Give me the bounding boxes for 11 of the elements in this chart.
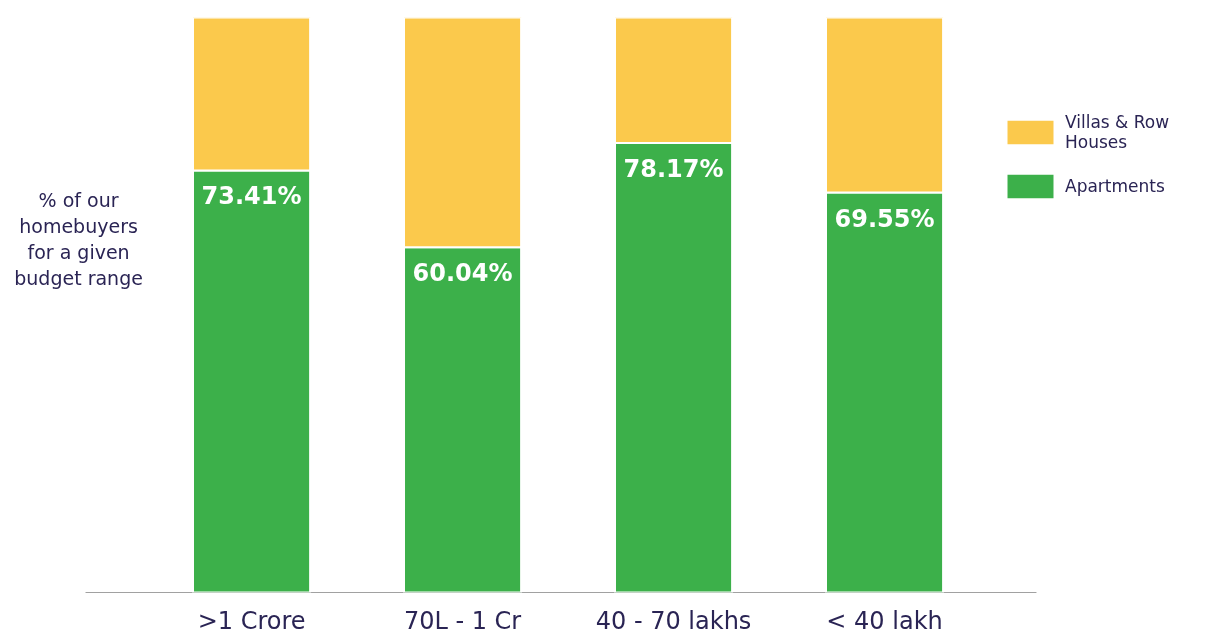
y-axis-title: % of our homebuyers for a given budget range [14, 188, 143, 289]
legend-label: Villas & Row Houses [1065, 112, 1170, 152]
x-tick-label: 70L - 1 Cr [403, 606, 522, 635]
legend-label: Apartments [1065, 176, 1165, 196]
x-tick-label: >1 Crore [197, 606, 306, 635]
x-tick-label: < 40 lakh [826, 606, 943, 635]
data-label: 73.41% [201, 182, 302, 211]
data-label: 69.55% [834, 204, 935, 233]
data-label: 78.17% [623, 155, 724, 184]
x-tick-label: 40 - 70 lakhs [595, 606, 752, 635]
data-label: 60.04% [412, 259, 513, 288]
